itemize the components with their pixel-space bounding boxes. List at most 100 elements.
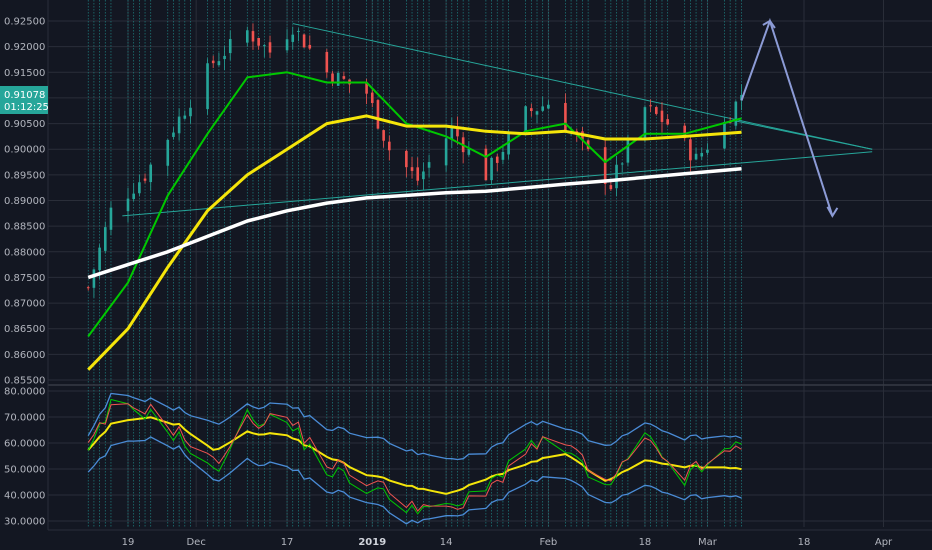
price-tick-label: 0.89500 — [4, 170, 45, 181]
candle-body — [172, 132, 175, 137]
candle-body — [700, 152, 704, 157]
projection-arrow[interactable] — [740, 17, 839, 218]
candle-body — [643, 107, 647, 138]
candle-body — [245, 30, 249, 43]
candle-body — [547, 104, 550, 109]
time-tick-label: 14 — [440, 537, 453, 548]
grid — [48, 0, 932, 527]
candle-body — [342, 76, 346, 79]
time-tick-label: Apr — [875, 537, 893, 548]
osc-tick-label: 40.0000 — [4, 491, 45, 502]
candle-body — [495, 156, 499, 163]
moving-averages — [87, 71, 742, 371]
time-tick-label: 19 — [122, 537, 135, 548]
candle-body — [706, 149, 709, 153]
candle-body — [109, 207, 113, 230]
candle-body — [336, 72, 340, 86]
time-axis[interactable]: 19 Dec 17 2019 14 Feb 18 Mar 18 Apr — [122, 537, 893, 548]
candle-body — [564, 103, 567, 132]
oscillator-panel — [87, 392, 742, 525]
candlesticks — [86, 23, 743, 298]
moving-average-line — [87, 166, 742, 280]
last-price-box — [0, 86, 48, 114]
price-tick-label: 0.90000 — [4, 145, 45, 156]
candle-body — [541, 106, 544, 111]
oscillator-line — [87, 416, 742, 495]
candle-body — [149, 164, 153, 183]
candle-body — [331, 73, 334, 84]
candle-body — [467, 148, 471, 155]
price-tick-label: 0.91500 — [4, 68, 45, 79]
candle-body — [189, 107, 192, 117]
candle-body — [683, 125, 687, 139]
candle-body — [666, 119, 669, 125]
trendline — [122, 151, 873, 217]
time-tick-label: Feb — [540, 537, 558, 548]
price-tick-label: 0.88500 — [4, 222, 45, 233]
price-tick-label: 0.87500 — [4, 273, 45, 284]
time-tick-label: 17 — [281, 537, 294, 548]
candle-body — [103, 227, 107, 251]
candle-body — [126, 198, 130, 212]
candle-body — [183, 115, 187, 119]
candle-body — [405, 150, 408, 168]
candle-body — [365, 82, 368, 94]
candle-body — [490, 157, 493, 181]
candle-body — [427, 162, 431, 168]
candle-body — [694, 153, 698, 160]
candle-body — [484, 148, 488, 181]
candle-body — [302, 34, 306, 48]
candle-body — [530, 108, 533, 112]
price-tick-label: 0.85500 — [4, 376, 45, 387]
price-axis[interactable]: 0.925000.920000.915000.910000.905000.900… — [4, 17, 45, 387]
candle-body — [143, 178, 147, 181]
candle-body — [211, 60, 215, 64]
candle-body — [388, 141, 391, 151]
candle-body — [450, 125, 454, 140]
candle-body — [376, 100, 380, 129]
candle-body — [138, 182, 141, 194]
candle-body — [92, 269, 96, 288]
candle-body — [228, 38, 232, 54]
candle-body — [422, 171, 425, 180]
moving-average-line — [87, 71, 742, 337]
candle-body — [223, 55, 226, 60]
trendline — [735, 120, 873, 150]
candle-body — [382, 130, 385, 141]
candle-body — [166, 139, 170, 166]
candle-body — [734, 101, 738, 126]
time-tick-label: Dec — [186, 537, 205, 548]
candle-body — [609, 185, 613, 190]
oscillator-line — [87, 403, 742, 512]
price-tick-label: 0.90500 — [4, 119, 45, 130]
price-tick-label: 0.87000 — [4, 299, 45, 310]
arrow-head-down — [826, 206, 839, 218]
price-tick-label: 0.89000 — [4, 196, 45, 207]
last-price-value: 0.91078 — [4, 90, 45, 101]
candle-body — [416, 167, 420, 181]
oscillator-line — [87, 436, 742, 525]
oscillator-line — [87, 392, 742, 461]
candle-body — [263, 45, 266, 47]
candle-body — [206, 63, 209, 110]
candle-body — [285, 39, 289, 51]
price-tick-label: 0.88000 — [4, 247, 45, 258]
oscillator-axis[interactable]: 80.0000 70.0000 60.0000 50.0000 40.0000 30.00… — [4, 387, 45, 528]
osc-tick-label: 60.0000 — [4, 439, 45, 450]
candle-body — [370, 92, 374, 104]
candle-body — [444, 138, 448, 166]
candle-body — [86, 287, 90, 289]
candle-body — [660, 110, 664, 122]
price-tick-label: 0.92500 — [4, 17, 45, 28]
candle-body — [217, 61, 221, 66]
candle-body — [325, 51, 329, 73]
last-price-label: 0.91078 01:12:25 — [0, 86, 49, 114]
candle-body — [257, 37, 260, 46]
candle-body — [98, 247, 101, 271]
trendlines[interactable] — [122, 23, 873, 217]
candle-body — [251, 31, 255, 42]
candle-body — [132, 193, 135, 200]
osc-tick-label: 70.0000 — [4, 413, 45, 424]
candle-body — [535, 111, 539, 115]
